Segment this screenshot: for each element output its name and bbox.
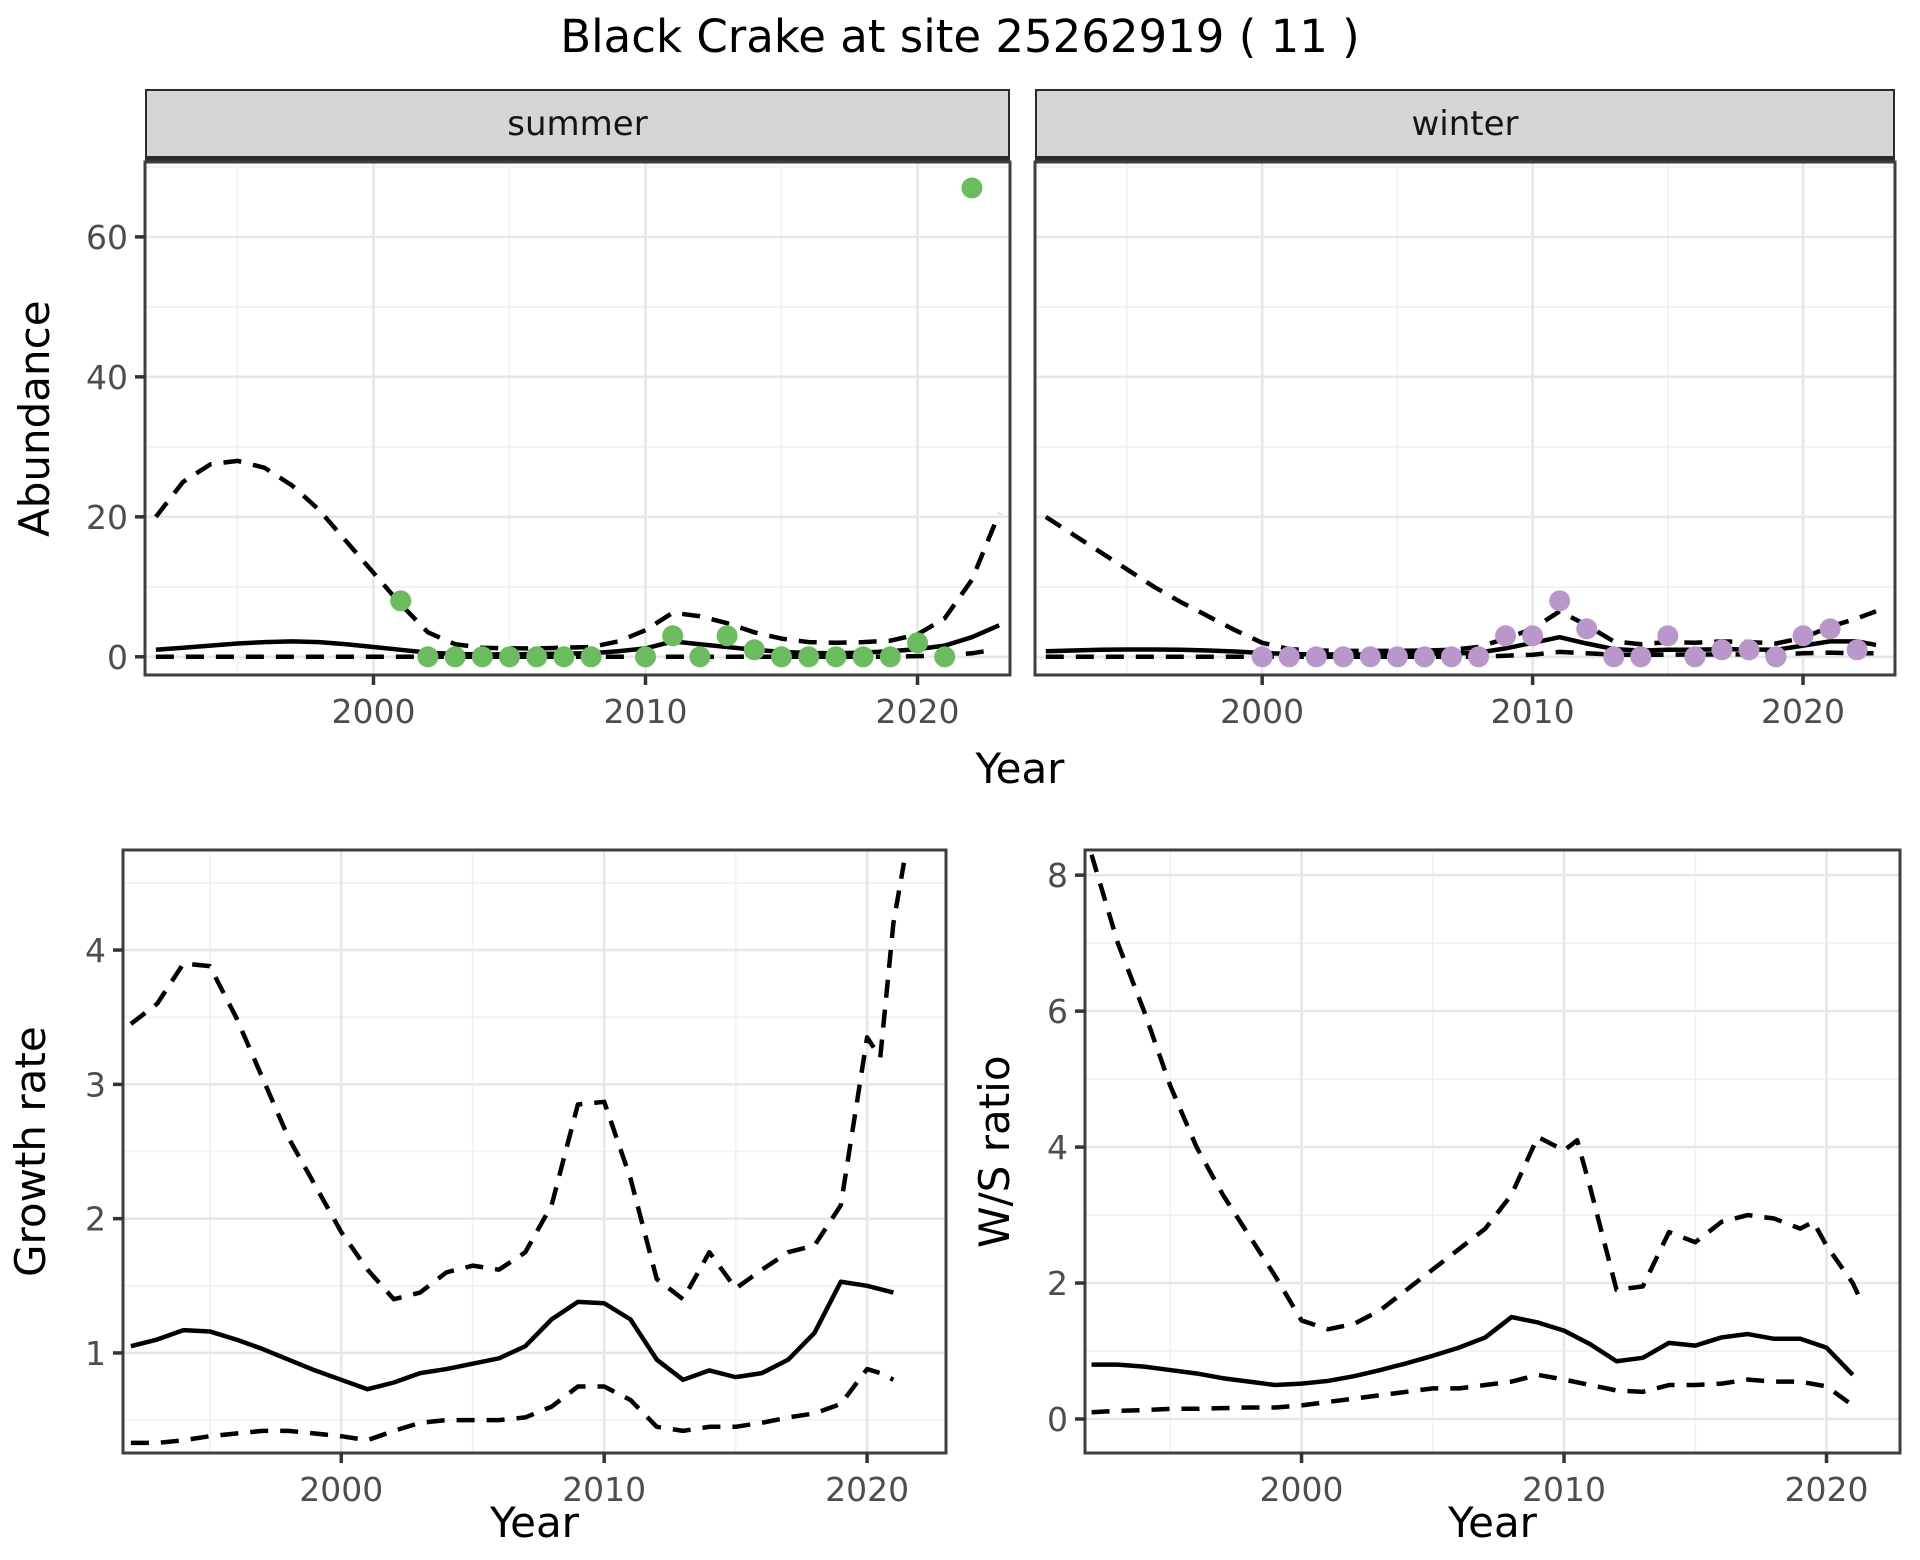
facet-strip-summer-label: summer <box>507 103 648 144</box>
y-tick-label: 1 <box>85 1334 106 1373</box>
growth-mean-line <box>130 1279 894 1392</box>
ws-lower-ci-line <box>1091 1372 1855 1415</box>
x-tick-label: 2000 <box>299 1470 383 1509</box>
observed-abundance-winter-point <box>1846 639 1868 661</box>
panel-border <box>121 848 948 1455</box>
x-tick-label: 2010 <box>562 1470 646 1509</box>
observed-abundance-winter-point <box>1738 639 1760 661</box>
panel-border <box>143 160 1012 677</box>
observed-abundance-winter-point <box>1359 646 1381 668</box>
observed-abundance-winter-point <box>1522 625 1544 647</box>
observed-abundance-summer-point <box>662 625 684 647</box>
observed-abundance-summer-point <box>635 646 657 668</box>
observed-abundance-summer-point <box>907 632 929 654</box>
ws-upper-ci-line <box>1089 854 1863 1332</box>
panel-summer: 2000 2010 2020 0 20 40 60 <box>86 160 1012 731</box>
facet-strip-summer: summer <box>145 89 1010 162</box>
x-tick-label: 2000 <box>1260 1470 1344 1509</box>
y-tick-label: 60 <box>86 218 128 257</box>
observed-abundance-summer-point <box>771 646 793 668</box>
observed-abundance-summer-point <box>825 646 847 668</box>
observed-abundance-summer-point <box>444 646 466 668</box>
x-axis-title-abundance: Year <box>975 744 1065 793</box>
observed-abundance-winter-point <box>1549 590 1571 612</box>
winter-upper-ci-line <box>1044 514 1877 654</box>
facet-strip-winter: winter <box>1035 89 1895 162</box>
observed-abundance-winter-point <box>1495 625 1517 647</box>
observed-abundance-winter-point <box>1413 646 1435 668</box>
facet-strip-winter-label: winter <box>1411 103 1519 144</box>
observed-abundance-winter-point <box>1440 646 1462 668</box>
x-tick-label: 2010 <box>1491 692 1575 731</box>
observed-abundance-summer-point <box>961 177 983 199</box>
observed-abundance-summer-point <box>852 646 874 668</box>
x-tick-label: 2000 <box>1220 692 1304 731</box>
panel-border <box>1083 848 1902 1455</box>
y-tick-label: 8 <box>1047 856 1068 895</box>
observed-abundance-summer-point <box>526 646 548 668</box>
panel-border <box>1033 160 1897 677</box>
observed-abundance-summer-point <box>580 646 602 668</box>
observed-abundance-summer-point <box>934 646 956 668</box>
observed-abundance-winter-point <box>1332 646 1354 668</box>
y-tick-label: 4 <box>1047 1128 1068 1167</box>
y-tick-label: 2 <box>1047 1264 1068 1303</box>
x-tick-label: 2010 <box>604 692 688 731</box>
observed-abundance-winter-point <box>1251 646 1273 668</box>
y-tick-label: 6 <box>1047 992 1068 1031</box>
x-tick-label: 2000 <box>331 692 415 731</box>
panel-winter: 2000 2010 2020 <box>1033 160 1897 731</box>
y-tick-label: 40 <box>86 358 128 397</box>
observed-abundance-winter-point <box>1792 625 1814 647</box>
observed-abundance-winter-point <box>1819 618 1841 640</box>
y-tick-label: 0 <box>1047 1400 1068 1439</box>
panel-growth: 2000 2010 2020 1 2 3 4 <box>85 848 948 1509</box>
page-title: Black Crake at site 25262919 ( 11 ) <box>560 10 1360 63</box>
y-tick-label: 4 <box>85 931 106 970</box>
x-tick-label: 2010 <box>1522 1470 1606 1509</box>
x-tick-label: 2020 <box>876 692 960 731</box>
observed-abundance-winter-point <box>1711 639 1733 661</box>
winter-lower-ci-line <box>1045 649 1877 660</box>
growth-lower-ci-line <box>130 1366 895 1446</box>
observed-abundance-winter-point <box>1468 646 1490 668</box>
observed-abundance-winter-point <box>1576 618 1598 640</box>
observed-abundance-winter-point <box>1386 646 1408 668</box>
panel-ws: 2000 2010 2020 0 2 4 6 8 <box>1047 848 1902 1509</box>
growth-upper-ci-line <box>129 862 907 1302</box>
observed-abundance-summer-point <box>689 646 711 668</box>
x-axis-title-ws-ratio: Year <box>1448 1498 1537 1547</box>
y-tick-label: 2 <box>85 1200 106 1239</box>
observed-abundance-winter-point <box>1278 646 1300 668</box>
observed-abundance-winter-point <box>1603 646 1625 668</box>
ws-mean-line <box>1091 1314 1855 1388</box>
observed-abundance-winter-point <box>1765 646 1787 668</box>
x-tick-label: 2020 <box>825 1470 909 1509</box>
observed-abundance-summer-point <box>471 646 493 668</box>
observed-abundance-winter-point <box>1630 646 1652 668</box>
y-tick-label: 0 <box>107 638 128 677</box>
x-tick-label: 2020 <box>1761 692 1845 731</box>
observed-abundance-summer-point <box>553 646 575 668</box>
observed-abundance-summer-point <box>798 646 820 668</box>
observed-abundance-winter-point <box>1305 646 1327 668</box>
y-tick-label: 3 <box>85 1065 106 1104</box>
observed-abundance-winter-point <box>1657 625 1679 647</box>
observed-abundance-summer-point <box>417 646 439 668</box>
y-tick-label: 20 <box>86 498 128 537</box>
observed-abundance-summer-point <box>390 590 412 612</box>
x-axis-title-growth-rate: Year <box>490 1498 579 1547</box>
summer-upper-ci-line <box>154 458 1002 651</box>
observed-abundance-summer-point <box>879 646 901 668</box>
observed-abundance-summer-point <box>716 625 738 647</box>
observed-abundance-summer-point <box>498 646 520 668</box>
summer-lower-ci-line <box>155 647 995 660</box>
observed-abundance-summer-point <box>743 639 765 661</box>
observed-abundance-winter-point <box>1684 646 1706 668</box>
x-tick-label: 2020 <box>1785 1470 1869 1509</box>
